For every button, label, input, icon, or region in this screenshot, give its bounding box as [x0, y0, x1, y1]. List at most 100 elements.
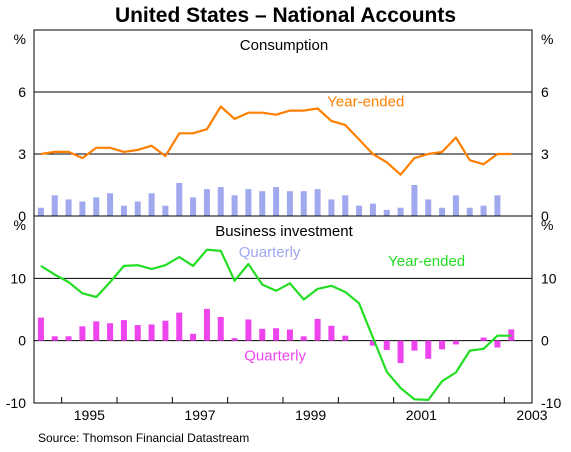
bar	[425, 199, 432, 216]
series-label-year-ended: Year-ended	[388, 253, 465, 270]
bar	[37, 317, 44, 341]
bar	[203, 189, 210, 216]
consumption-panel: 0 0 3 3 6 6% % Consumption Year-ended Quarterly	[14, 31, 554, 261]
bar	[452, 195, 459, 216]
series-line	[40, 248, 512, 401]
bar	[411, 185, 418, 216]
x-axis: 1995 1997 1999 2001 2003	[61, 397, 548, 423]
bar	[51, 195, 58, 216]
bar	[162, 320, 169, 341]
bar	[300, 191, 307, 216]
bar	[79, 201, 86, 216]
panel-title: Business investment	[215, 223, 353, 240]
panel-title: Consumption	[240, 37, 328, 54]
bar	[217, 187, 224, 216]
y-tick-label-right: 0	[541, 333, 549, 349]
bar	[397, 340, 404, 364]
bar	[466, 207, 473, 216]
bar	[369, 203, 376, 216]
bar	[65, 336, 72, 341]
bar	[190, 333, 197, 341]
x-tick-label: 1999	[295, 407, 326, 423]
bar	[93, 321, 100, 341]
x-tick-label: 1997	[184, 407, 215, 423]
bar	[314, 318, 321, 341]
bar	[411, 340, 418, 351]
y-tick-label-right: 6	[541, 84, 549, 100]
bar	[300, 336, 307, 341]
y-tick-label-right: -10	[541, 395, 561, 411]
bar	[93, 197, 100, 216]
y-unit-label-left: %	[14, 31, 26, 47]
source-note: Source: Thomson Financial Datastream	[38, 431, 250, 445]
bar	[148, 324, 155, 341]
y-unit-label-right: %	[541, 217, 553, 233]
bar	[245, 319, 252, 341]
bar	[51, 336, 58, 341]
bar	[286, 329, 293, 341]
bar	[134, 325, 141, 341]
bar	[314, 189, 321, 216]
bar	[217, 316, 224, 341]
y-tick-label-left: -10	[6, 395, 26, 411]
y-unit-label-left: %	[14, 217, 26, 233]
y-tick-label-left: 6	[18, 84, 26, 100]
business-investment-panel: -10 -10 0 0 10 10% % Business investment Year-en…	[6, 217, 562, 411]
bar	[162, 205, 169, 216]
bar	[356, 205, 363, 216]
y-tick-label-right: 0	[541, 208, 549, 224]
bar	[342, 335, 349, 341]
bar	[342, 195, 349, 216]
bar	[480, 337, 487, 341]
x-tick-label: 1995	[74, 407, 105, 423]
bar	[245, 189, 252, 216]
bar	[120, 205, 127, 216]
bar	[452, 340, 459, 345]
bar	[383, 209, 390, 216]
bar	[37, 207, 44, 216]
bar	[273, 328, 280, 341]
bar	[148, 193, 155, 216]
chart-title: United States – National Accounts	[114, 4, 457, 27]
series-label-quarterly: Quarterly	[244, 348, 306, 365]
series-label-year-ended: Year-ended	[327, 93, 404, 110]
y-tick-label-left: 10	[10, 270, 26, 286]
bar	[494, 195, 501, 216]
y-tick-label-right: 10	[541, 270, 557, 286]
bar	[328, 199, 335, 216]
bar	[397, 207, 404, 216]
bar	[79, 326, 86, 341]
bar	[65, 199, 72, 216]
bar	[369, 340, 376, 346]
bar	[176, 312, 183, 341]
bar	[231, 338, 238, 341]
bar	[120, 320, 127, 341]
bar	[134, 201, 141, 216]
bar	[176, 182, 183, 216]
bar	[203, 308, 210, 341]
x-tick-label: 2001	[406, 407, 437, 423]
y-tick-label-right: 3	[541, 146, 549, 162]
y-tick-label-left: 0	[18, 333, 26, 349]
bar	[107, 323, 114, 341]
bar	[231, 195, 238, 216]
bar	[383, 340, 390, 351]
bar	[425, 340, 432, 359]
bar	[328, 325, 335, 341]
bar	[259, 328, 266, 341]
series-line	[40, 105, 512, 176]
x-tick-label: 2003	[516, 407, 547, 423]
bar	[480, 205, 487, 216]
bar	[286, 191, 293, 216]
bar	[494, 340, 501, 348]
bar	[107, 193, 114, 216]
y-tick-label-left: 0	[18, 208, 26, 224]
bar	[439, 207, 446, 216]
y-unit-label-right: %	[541, 31, 553, 47]
bar	[439, 340, 446, 350]
bar	[259, 191, 266, 216]
bar	[273, 187, 280, 216]
bar	[190, 197, 197, 216]
y-tick-label-left: 3	[18, 146, 26, 162]
